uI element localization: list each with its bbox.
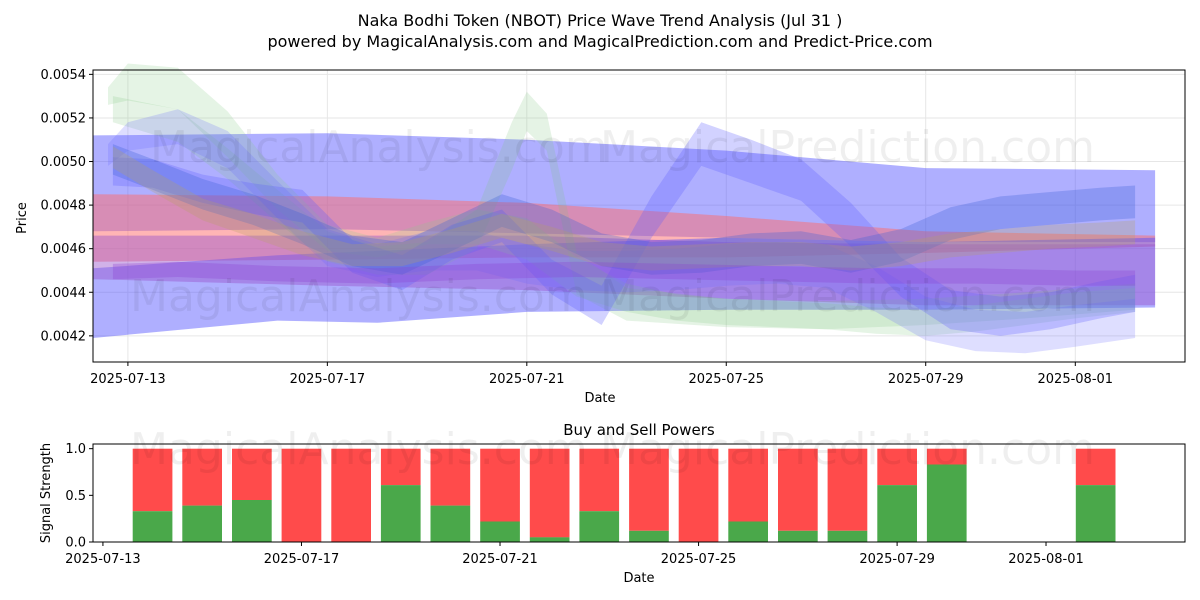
sell-power-bar: [380, 448, 421, 486]
signal-y-tick-label: 1.0: [65, 442, 86, 457]
price-x-axis: 2025-07-13 2025-07-17 2025-07-21 2025-07-25…: [90, 362, 1113, 387]
sell-power-bar: [281, 448, 322, 542]
signal-x-axis: 2025-07-13 2025-07-17 2025-07-21 2025-07-25…: [65, 542, 1084, 567]
signal-plot-frame: [92, 443, 1186, 543]
signal-y-label: Signal Strength: [39, 443, 54, 543]
signal-x-tick-label: 2025-07-13: [65, 552, 141, 567]
buy-power-bar: [926, 464, 967, 542]
buy-power-bar: [529, 537, 570, 542]
price-x-tick-label: 2025-07-17: [290, 372, 366, 387]
buy-power-bar: [827, 530, 868, 542]
buy-power-bar: [232, 500, 272, 542]
signal-y-axis: 0.0 0.5 1.0: [65, 442, 93, 551]
chart-subtitle: powered by MagicalAnalysis.com and Magic…: [267, 32, 932, 51]
price-plot-frame: [92, 69, 1186, 363]
price-bands: [93, 63, 1156, 354]
wave-band-olive-wave: [112, 146, 1136, 271]
sell-power-bar: [480, 448, 520, 522]
sell-power-bar: [728, 448, 768, 522]
sell-power-bar: [529, 448, 570, 538]
sell-power-bar: [132, 448, 173, 512]
price-x-tick-label: 2025-07-29: [888, 372, 964, 387]
signal-x-label: Date: [623, 571, 654, 586]
price-x-tick-label: 2025-07-21: [489, 372, 565, 387]
signal-x-tick-label: 2025-07-17: [264, 552, 340, 567]
price-x-tick-label: 2025-07-13: [90, 372, 166, 387]
price-x-tick-label: 2025-07-25: [688, 372, 764, 387]
sell-power-bar: [926, 448, 967, 465]
watermark-prediction-bottom: MagicalPrediction.com: [600, 424, 1095, 475]
chart-title: Naka Bodhi Token (NBOT) Price Wave Trend…: [358, 11, 843, 30]
wave-band-green-wave-b: [112, 91, 1136, 330]
wave-band-purple-wave: [112, 261, 1136, 286]
wave-band-blue-wave-a: [108, 109, 1136, 354]
wave-band-purple-wide: [93, 235, 1156, 306]
buy-power-bar: [380, 485, 421, 542]
buy-power-bar: [728, 521, 768, 542]
sell-power-bar: [331, 448, 371, 542]
buy-power-bar: [1075, 485, 1116, 542]
wave-band-red-wide: [93, 194, 1156, 262]
price-y-axis: 0.0042 0.0044 0.0046 0.0048 0.0050 0.0052 0.00…: [41, 68, 93, 344]
buy-power-bar: [579, 511, 620, 542]
signal-y-tick-label: 0.0: [65, 536, 86, 551]
buy-power-bar: [430, 505, 471, 542]
buy-power-bar: [182, 505, 222, 542]
signal-panel: Buy and Sell Powers MagicalAnalysis.com …: [39, 421, 1186, 586]
price-y-tick-label: 0.0050: [41, 155, 87, 170]
price-y-tick-label: 0.0052: [41, 111, 87, 126]
signal-bars: [132, 448, 1116, 542]
wave-band-blue-wide-lower: [93, 237, 1156, 338]
watermark-analysis-mid: MagicalAnalysis.com: [130, 271, 588, 322]
sell-power-bar: [579, 448, 620, 512]
buy-power-bar: [480, 521, 520, 542]
buy-power-bar: [629, 530, 669, 542]
sell-power-bar: [629, 448, 669, 531]
buy-power-bar: [132, 511, 173, 542]
wave-band-blue-wave-c: [112, 144, 1136, 275]
sell-power-bar: [430, 448, 471, 506]
buy-power-bar: [778, 530, 818, 542]
sell-power-bar: [232, 448, 272, 500]
sell-power-bar: [1075, 448, 1116, 486]
price-x-tick-label: 2025-08-01: [1038, 372, 1114, 387]
watermark-prediction-mid: MagicalPrediction.com: [600, 271, 1095, 322]
sell-power-bar: [182, 448, 222, 506]
price-panel: MagicalAnalysis.com MagicalPrediction.co…: [15, 63, 1186, 406]
watermark-prediction-top: MagicalPrediction.com: [600, 122, 1095, 173]
sell-power-bar: [778, 448, 818, 531]
price-y-tick-label: 0.0042: [41, 329, 87, 344]
price-y-tick-label: 0.0048: [41, 199, 87, 214]
wave-band-green-wave-a: [108, 63, 1136, 336]
signal-chart-title: Buy and Sell Powers: [563, 421, 715, 439]
watermark-analysis-top: MagicalAnalysis.com: [150, 122, 608, 173]
sell-power-bar: [678, 448, 719, 542]
signal-x-tick-label: 2025-07-29: [859, 552, 935, 567]
price-y-tick-label: 0.0044: [41, 286, 87, 301]
price-y-label: Price: [15, 202, 30, 234]
sell-power-bar: [877, 448, 917, 486]
price-y-tick-label: 0.0054: [41, 68, 87, 83]
sell-power-bar: [827, 448, 868, 531]
watermark-analysis-bottom: MagicalAnalysis.com: [130, 424, 588, 475]
price-y-tick-label: 0.0046: [41, 242, 87, 257]
signal-x-tick-label: 2025-08-01: [1008, 552, 1084, 567]
signal-y-tick-label: 0.5: [65, 489, 86, 504]
signal-x-tick-label: 2025-07-25: [661, 552, 737, 567]
buy-power-bar: [877, 485, 917, 542]
wave-band-blue-wave-b: [112, 122, 1136, 336]
signal-x-tick-label: 2025-07-21: [462, 552, 538, 567]
price-x-label: Date: [584, 391, 615, 406]
